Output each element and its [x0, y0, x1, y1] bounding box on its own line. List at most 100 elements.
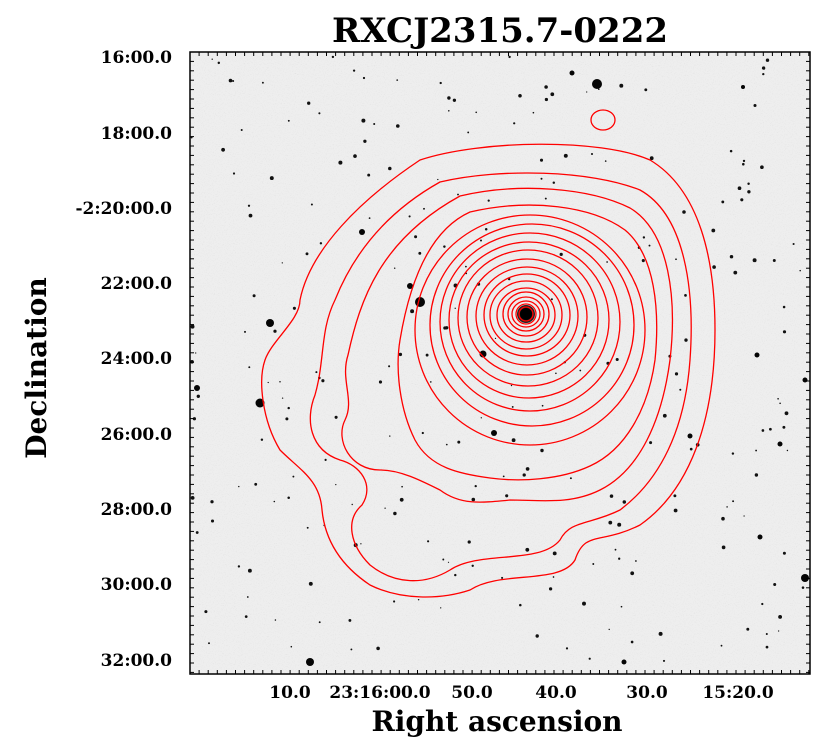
star [550, 298, 553, 301]
star [254, 482, 258, 486]
star [247, 204, 251, 207]
star [281, 262, 283, 264]
central-galaxy [520, 308, 532, 320]
star [244, 330, 246, 333]
star [684, 338, 688, 342]
star [754, 473, 759, 477]
star [454, 573, 457, 577]
star [755, 449, 758, 452]
star [195, 352, 197, 354]
contour-level-4 [397, 204, 658, 481]
y-tick-label: -2:20:00.0 [76, 199, 173, 219]
star [799, 269, 801, 272]
star [221, 147, 225, 152]
star [361, 118, 366, 123]
star [190, 324, 195, 329]
star [467, 131, 470, 134]
star [425, 353, 429, 357]
contour-level-18 [515, 303, 537, 325]
bright-star [491, 430, 497, 436]
star [389, 435, 391, 437]
star [641, 259, 645, 263]
star [494, 337, 497, 340]
star [522, 473, 526, 477]
star [617, 522, 622, 527]
star [592, 563, 595, 565]
contour-level-19 [518, 306, 534, 322]
star [619, 83, 624, 88]
star [367, 173, 371, 177]
star [684, 294, 687, 297]
contour-level-7 [439, 232, 621, 412]
star [378, 380, 383, 384]
star [779, 402, 781, 405]
star [315, 371, 318, 374]
star [352, 69, 356, 72]
star [608, 520, 613, 525]
star [429, 381, 432, 383]
star [518, 94, 522, 98]
star [471, 564, 474, 567]
bright-star [741, 85, 745, 89]
star [399, 497, 404, 502]
star [782, 425, 786, 429]
star [733, 270, 738, 275]
contour-level-2 [309, 172, 692, 582]
star [630, 571, 635, 576]
contour-level-15 [502, 291, 550, 337]
star [474, 484, 477, 488]
bright-star [407, 283, 413, 289]
star [204, 610, 208, 614]
star [248, 366, 251, 369]
star [334, 415, 338, 419]
star [393, 511, 397, 516]
star [452, 98, 457, 102]
star [427, 540, 430, 543]
star [644, 88, 648, 92]
star [232, 79, 235, 83]
star [563, 153, 568, 158]
star [635, 560, 637, 562]
y-tick-labels: 16:00.0 18:00.0 -2:20:00.0 22:00.0 24:00… [76, 48, 173, 671]
star [418, 251, 422, 255]
bright-star [306, 658, 314, 666]
x-tick-label: 15:20.0 [702, 683, 774, 703]
star [550, 92, 555, 97]
bright-star [194, 385, 200, 391]
star [746, 627, 750, 631]
star [565, 647, 569, 650]
star [729, 254, 734, 259]
contour-level-10 [466, 258, 588, 376]
star [674, 372, 679, 376]
star [274, 619, 277, 621]
star [445, 443, 448, 446]
star [210, 519, 215, 523]
bright-star [592, 79, 602, 89]
star [615, 357, 619, 362]
star [519, 603, 522, 607]
star [765, 632, 768, 636]
star [760, 165, 764, 170]
star [388, 166, 392, 171]
star [544, 197, 547, 200]
star [408, 215, 411, 218]
x-axis-label: Right ascension [371, 705, 622, 738]
contour-level-14 [496, 287, 556, 343]
star [555, 372, 557, 375]
contour-level-16 [507, 296, 545, 332]
star [440, 607, 442, 609]
star [423, 207, 425, 210]
star [505, 494, 509, 498]
star [801, 586, 805, 589]
star [649, 156, 654, 161]
star [777, 630, 780, 632]
star [267, 381, 269, 384]
figure-title: RXCJ2315.7-0222 [332, 11, 668, 51]
star [353, 154, 357, 158]
star [305, 252, 309, 256]
star [331, 55, 335, 59]
star [541, 404, 544, 407]
star [731, 452, 735, 455]
star [720, 644, 723, 647]
plot-frame [189, 51, 811, 675]
